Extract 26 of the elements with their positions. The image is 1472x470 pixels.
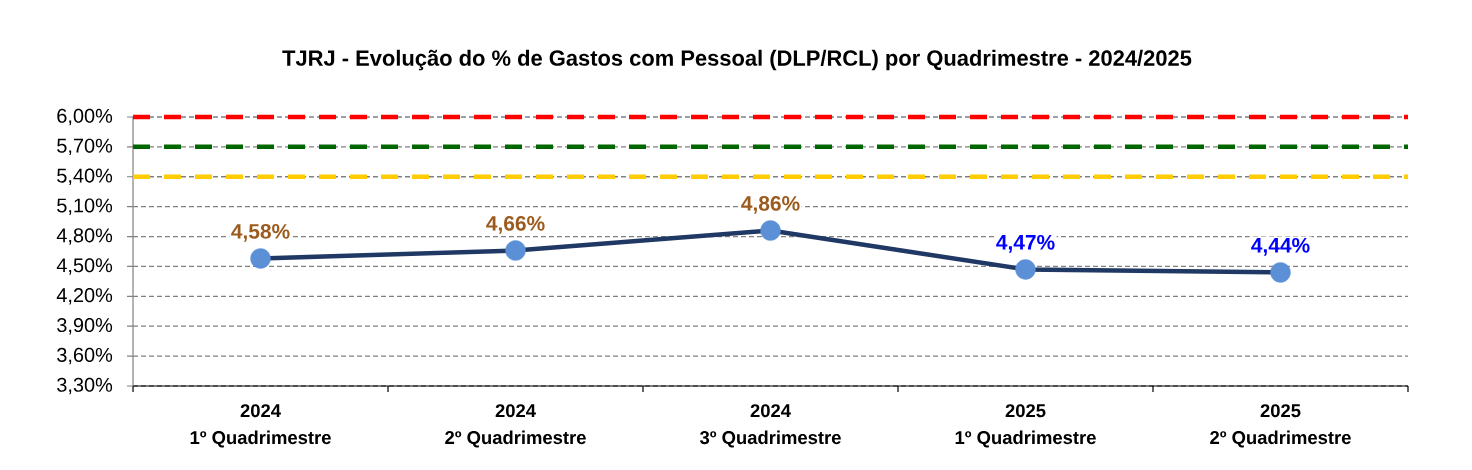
y-tick-label: 6,00%	[57, 108, 113, 126]
x-tick-label: 2024 2º Quadrimestre	[445, 404, 586, 448]
point	[1270, 262, 1291, 283]
x-tick-label: 2024 1º Quadrimestre	[190, 404, 331, 448]
y-tick-label: 4,20%	[56, 288, 113, 305]
data-label: 4,58%	[231, 223, 290, 242]
y-tick-label: 4,80%	[56, 228, 113, 245]
data-label: 4,44%	[1251, 237, 1310, 256]
x-tick-label: 2025 2º Quadrimestre	[1210, 404, 1351, 448]
y-tick-label: 3,30%	[57, 377, 113, 395]
y-tick-label: 3,60%	[57, 347, 113, 365]
y-tick-label: 5,70%	[57, 138, 113, 156]
y-tick-label: 5,10%	[57, 198, 113, 215]
data-label: 4,66%	[486, 215, 545, 234]
data-label: 4,86%	[741, 196, 800, 214]
chart-title: TJRJ - Evolução do % de Gastos com Pessoal (DLP/RCL) por Quadrimestre - 2024/2025	[282, 49, 1192, 71]
data-label: 4,47%	[996, 234, 1055, 253]
point	[760, 220, 781, 241]
y-tick-label: 3,90%	[57, 317, 113, 335]
point	[505, 240, 526, 261]
x-tick-label: 2024 3º Quadrimestre	[699, 404, 841, 448]
point	[1015, 259, 1036, 280]
y-tick-label: 5,40%	[57, 168, 113, 185]
y-tick-label: 4,50%	[56, 258, 113, 275]
point	[250, 248, 271, 269]
x-tick-label: 2025 1º Quadrimestre	[955, 404, 1096, 448]
